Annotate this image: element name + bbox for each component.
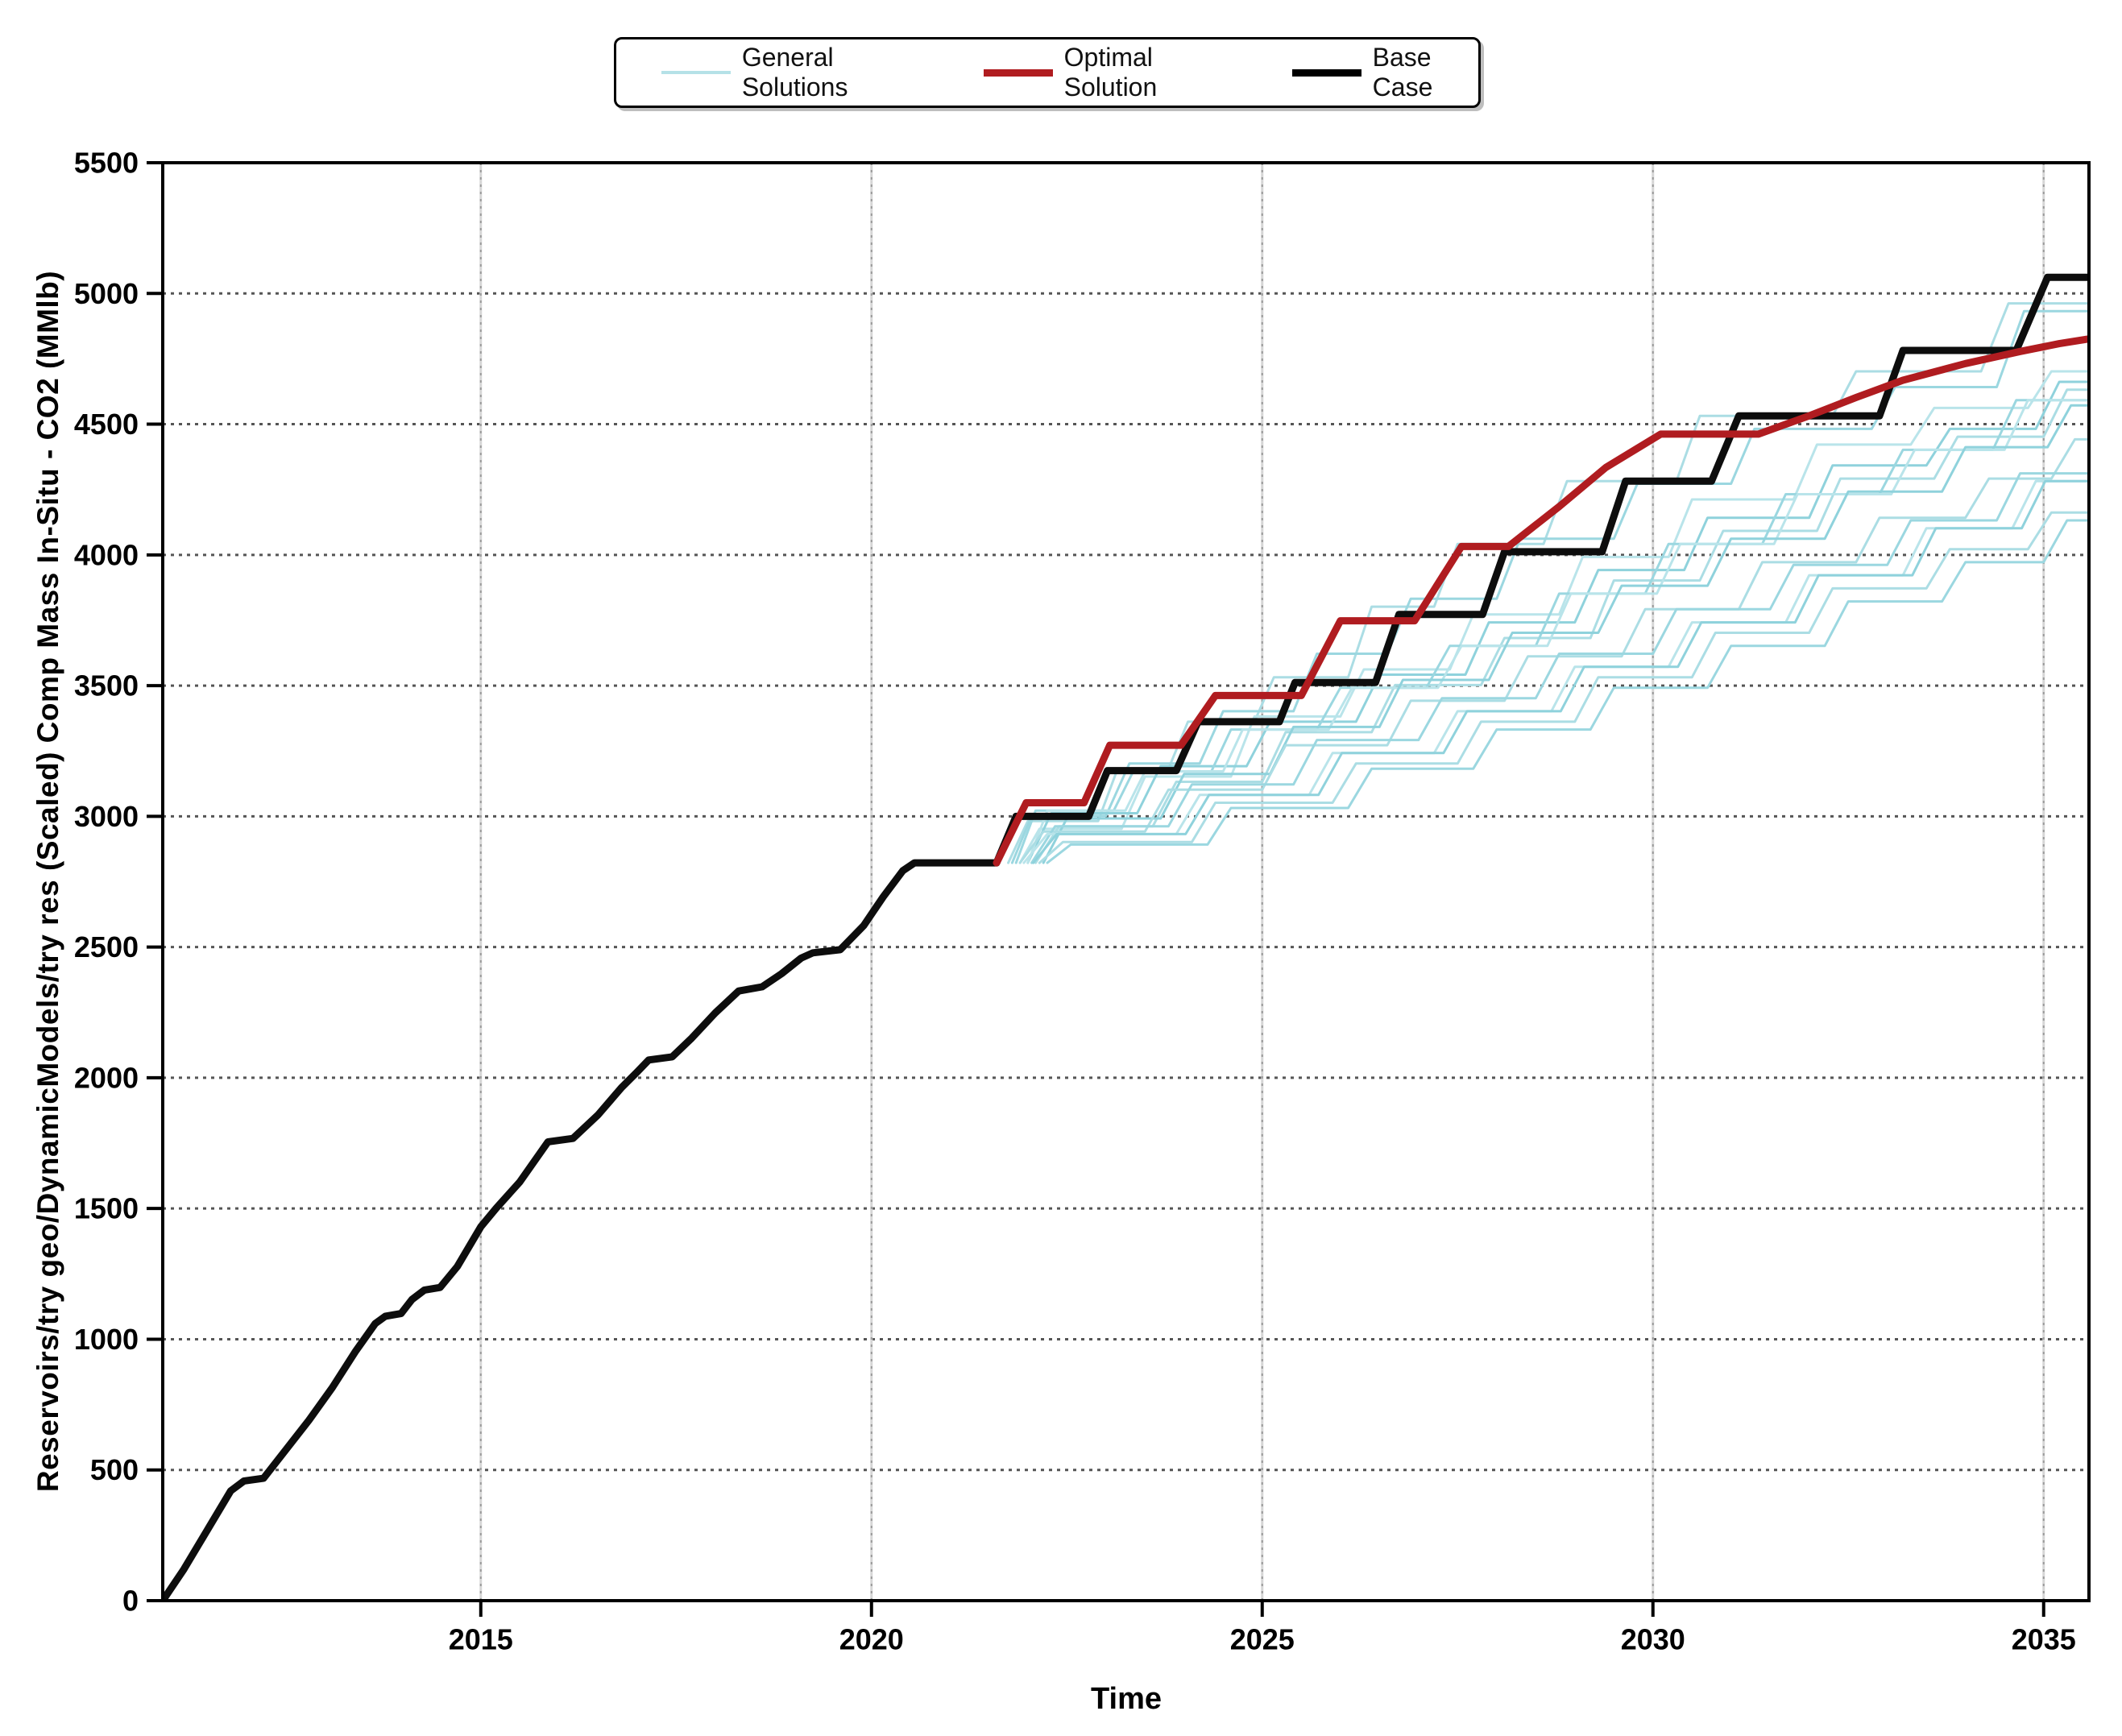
x-axis-title: Time xyxy=(1090,1682,1163,1716)
base-case-line-swatch xyxy=(1292,68,1361,77)
x-tick-label: 2020 xyxy=(839,1622,904,1655)
y-tick-label: 2500 xyxy=(74,930,139,963)
legend-item-base-case: Base Case xyxy=(1292,43,1478,102)
general-solution-line xyxy=(1018,370,2091,864)
general-solution-line xyxy=(1018,437,2091,864)
y-tick-label: 0 xyxy=(122,1585,139,1618)
optimal-solution-line xyxy=(993,335,2091,867)
general-solution-line xyxy=(1026,380,2091,864)
legend-label: General Solutions xyxy=(741,43,848,102)
general-solution-line xyxy=(1046,519,2091,864)
legend: General Solutions Optimal Solution Base … xyxy=(614,37,1481,108)
general-solution-line xyxy=(1030,472,2091,864)
y-tick-label: 500 xyxy=(90,1453,139,1486)
y-tick-label: 5000 xyxy=(74,277,139,310)
x-tick-label: 2030 xyxy=(1621,1622,1685,1655)
general-solution-line xyxy=(1032,479,2091,864)
y-axis-title: Reservoirs/try geo/DynamicModels/try res… xyxy=(31,270,64,1493)
general-solution-line xyxy=(1042,404,2091,864)
legend-item-general-solutions: General Solutions xyxy=(661,43,914,102)
optimal-solution-line-swatch xyxy=(983,68,1053,77)
y-tick-label: 3000 xyxy=(74,800,139,833)
general-solution-line xyxy=(1038,511,2091,864)
x-tick-label: 2015 xyxy=(449,1622,513,1655)
legend-label: Base Case xyxy=(1372,43,1433,102)
general-solutions-line-swatch xyxy=(661,71,731,74)
plot-border xyxy=(161,161,2091,1602)
series-group xyxy=(161,273,2091,1602)
x-tick-label: 2025 xyxy=(1230,1622,1295,1655)
legend-label: Optimal Solution xyxy=(1063,43,1158,102)
y-tick-label: 5500 xyxy=(74,147,139,180)
y-tick-label: 1500 xyxy=(74,1192,139,1225)
y-tick-label: 1000 xyxy=(74,1323,139,1356)
y-tick-label: 4000 xyxy=(74,538,139,571)
y-tick-label: 4500 xyxy=(74,408,139,441)
x-tick-label: 2035 xyxy=(2012,1622,2076,1655)
y-tick-label: 2000 xyxy=(74,1061,139,1094)
legend-item-optimal-solution: Optimal Solution xyxy=(983,43,1223,102)
plot-background xyxy=(163,163,2089,1601)
y-tick-label: 3500 xyxy=(74,669,139,702)
general-solution-line xyxy=(1022,479,2091,864)
base-case-line xyxy=(161,273,2091,1602)
